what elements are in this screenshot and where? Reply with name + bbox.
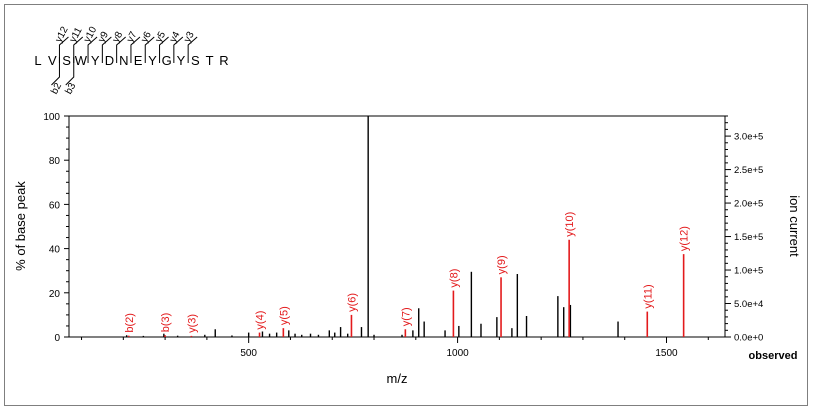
b-ion-label: b2	[49, 81, 64, 96]
y-tick-label: 100	[43, 112, 60, 123]
b-ion-marker	[51, 57, 60, 86]
y-ion-label: y8	[111, 30, 126, 45]
x-tick-label: 1500	[655, 348, 678, 359]
y-ion-label: y10	[82, 25, 99, 45]
x-tick-label: 1000	[446, 348, 469, 359]
y-ion-marker	[101, 36, 112, 63]
axis-ticks: 0 20 40 60 80 100 0.0e+0 5.0e+4 1.0e+5 1.5e+5 2.0e…	[43, 112, 763, 359]
residue-6: D	[105, 53, 114, 68]
y-ion-label: y4	[168, 30, 183, 45]
y-tick-label: 60	[49, 200, 61, 211]
x-tick-label: 500	[240, 348, 257, 359]
y-ion-label: y7	[125, 30, 140, 45]
peaks	[125, 116, 685, 337]
y2-tick-label: 5.0e+4	[734, 299, 763, 310]
y2-tick-label: 1.5e+5	[734, 232, 763, 243]
y-tick-label: 0	[54, 333, 60, 344]
y2-tick-label: 0.0e+0	[734, 333, 763, 344]
residue-12: S	[191, 53, 200, 68]
b-ion-marker	[65, 57, 75, 86]
y-ion-label: y11	[68, 25, 85, 44]
residue-10: G	[162, 53, 172, 68]
y-tick-label: 40	[49, 245, 61, 256]
matched-peak-label: y(11)	[642, 284, 654, 308]
y-ion-marker	[144, 36, 155, 63]
matched-peak-label: b(3)	[160, 313, 172, 333]
residue-13: T	[206, 53, 214, 68]
y2-tick-label: 2.0e+5	[734, 199, 763, 210]
chart-axes	[68, 115, 729, 338]
y-ion-label: y12	[53, 25, 70, 45]
y-ion-label: y3	[182, 30, 197, 45]
matched-peak-label: b(2)	[124, 313, 136, 333]
y-tick-label: 20	[49, 289, 61, 300]
x-axis-label: m/z	[387, 371, 408, 386]
residue-5: Y	[91, 53, 100, 68]
matched-peak-label: y(6)	[346, 293, 358, 312]
peak-labels: b(2) b(3) y(3) y(4) y(5) y(6) y(7) y(8) y(9) y(10…	[124, 212, 691, 333]
y-ion-marker	[187, 36, 198, 63]
matched-peak-label: y(9)	[496, 255, 508, 274]
matched-peak-label: y(10)	[564, 212, 576, 237]
residue-1: L	[34, 53, 41, 68]
matched-peak-label: y(12)	[679, 226, 691, 251]
observed-label: observed	[749, 350, 798, 362]
y2-tick-label: 1.0e+5	[734, 266, 763, 277]
y-ion-marker	[87, 36, 98, 63]
y-tick-label: 80	[49, 156, 61, 167]
matched-peak-label: y(4)	[255, 311, 267, 330]
residue-4: W	[75, 53, 88, 68]
matched-peak-label: y(8)	[448, 269, 460, 288]
y-ion-marker	[159, 36, 169, 63]
b-ion-label: b3	[63, 81, 78, 96]
y-ion-label: y9	[96, 30, 111, 45]
y-ion-marker	[116, 36, 126, 63]
matched-peak-label: y(7)	[400, 307, 412, 326]
y2-tick-label: 2.5e+5	[734, 165, 763, 176]
y-axis-label: % of base peak	[13, 181, 28, 271]
matched-peak-label: y(3)	[186, 314, 198, 333]
residue-11: Y	[177, 53, 186, 68]
residue-9: Y	[148, 53, 157, 68]
y2-axis-label: ion current	[787, 195, 802, 257]
y2-tick-label: 3.0e+5	[734, 132, 763, 143]
y-ion-label: y5	[153, 30, 168, 45]
y-ion-marker	[130, 36, 141, 63]
matched-peak-label: y(5)	[278, 306, 290, 325]
residue-8: E	[134, 53, 143, 68]
residue-7: N	[119, 53, 128, 68]
residue-14: R	[219, 53, 228, 68]
residue-3: S	[62, 53, 71, 68]
residue-2: V	[48, 53, 57, 68]
y-ion-marker	[173, 36, 184, 63]
y-ion-label: y6	[139, 30, 154, 45]
